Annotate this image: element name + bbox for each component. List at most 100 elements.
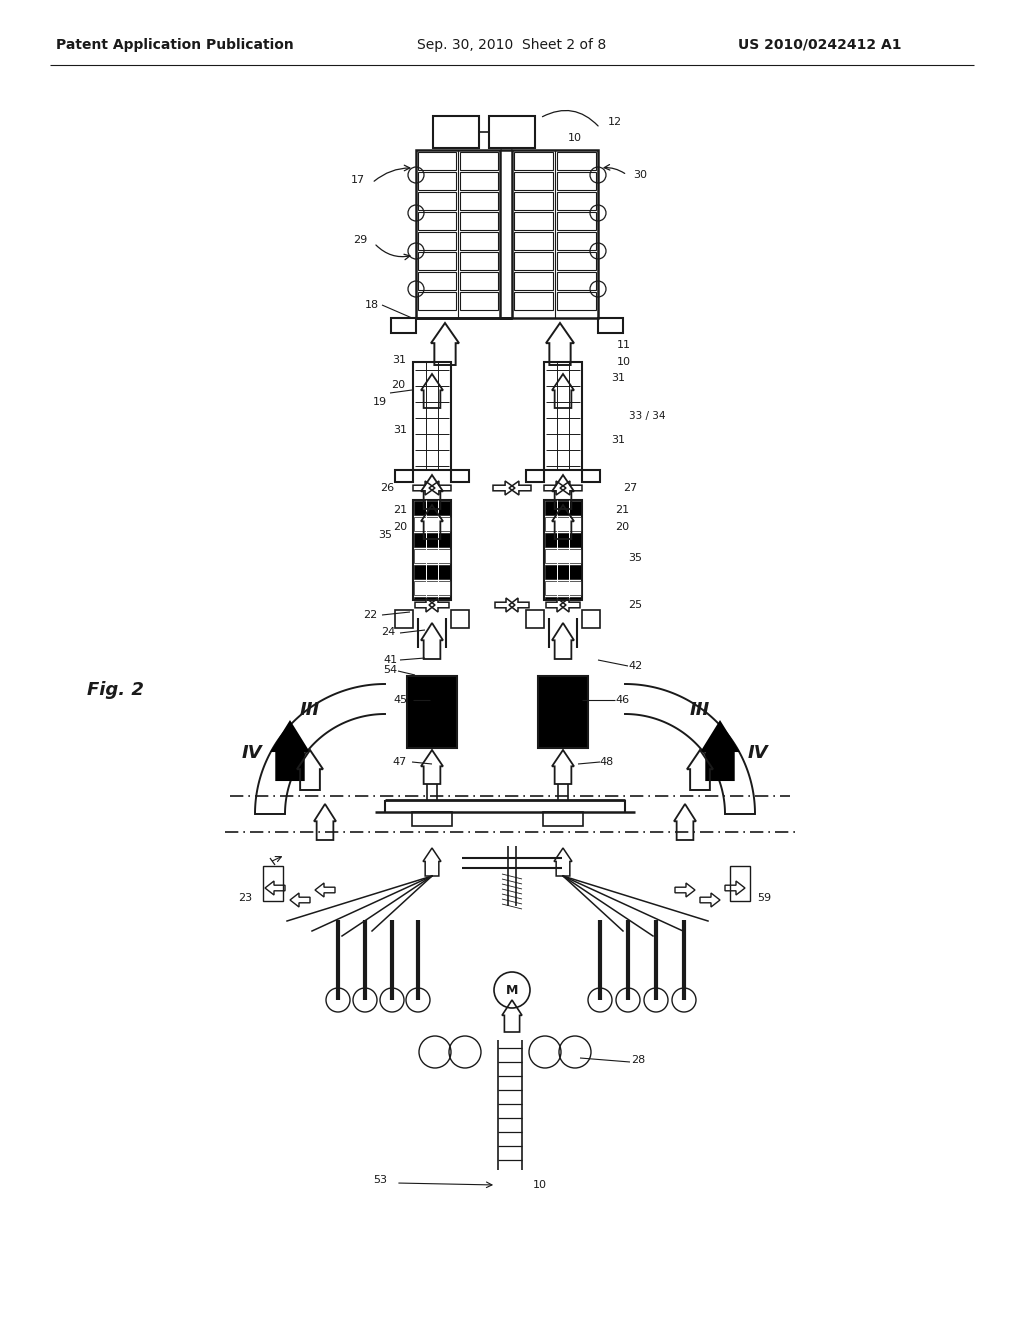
Bar [418, 172, 456, 190]
Text: 35: 35 [628, 553, 642, 564]
Text: 35: 35 [378, 531, 392, 540]
Text: Patent Application Publication: Patent Application Publication [56, 38, 294, 51]
Text: 11: 11 [617, 341, 631, 350]
Text: 26: 26 [380, 483, 394, 492]
Text: 22: 22 [362, 610, 377, 620]
Text: 10: 10 [534, 1180, 547, 1191]
Bar [460, 272, 498, 290]
Text: 27: 27 [623, 483, 637, 492]
Bar [418, 152, 456, 170]
Bar [414, 597, 450, 599]
Bar [557, 232, 596, 249]
Bar [514, 252, 553, 271]
Text: 20: 20 [391, 380, 406, 389]
Text: 47: 47 [393, 756, 408, 767]
Bar [414, 549, 450, 564]
Text: 24: 24 [381, 627, 395, 638]
Bar [514, 191, 553, 210]
Bar [545, 517, 581, 531]
Text: 10: 10 [568, 133, 582, 143]
Text: 21: 21 [615, 506, 629, 515]
Bar [460, 152, 498, 170]
Bar [460, 213, 498, 230]
Text: 19: 19 [373, 397, 387, 407]
Text: 42: 42 [629, 661, 643, 671]
Bar [514, 152, 553, 170]
Bar [460, 191, 498, 210]
Bar [598, 318, 623, 333]
Bar [544, 362, 582, 470]
Bar [418, 292, 456, 310]
Text: 17: 17 [351, 176, 366, 185]
Bar [526, 470, 544, 482]
Text: 31: 31 [392, 355, 406, 366]
Bar [557, 292, 596, 310]
Bar [418, 191, 456, 210]
Bar [416, 150, 500, 318]
Bar [514, 292, 553, 310]
Bar [414, 533, 450, 546]
Text: 46: 46 [615, 696, 629, 705]
Bar [460, 232, 498, 249]
Text: 30: 30 [633, 170, 647, 180]
Bar [412, 812, 452, 826]
Text: 25: 25 [628, 601, 642, 610]
Bar [395, 470, 413, 482]
Bar [489, 116, 535, 148]
Text: 41: 41 [383, 655, 397, 665]
Bar [414, 502, 450, 515]
Bar [545, 502, 581, 515]
Text: Sep. 30, 2010  Sheet 2 of 8: Sep. 30, 2010 Sheet 2 of 8 [418, 38, 606, 51]
Bar [413, 362, 451, 470]
Text: 21: 21 [393, 506, 408, 515]
Text: 28: 28 [631, 1055, 645, 1065]
Bar [557, 272, 596, 290]
Bar [582, 610, 600, 628]
Bar [557, 191, 596, 210]
Text: III: III [300, 701, 321, 719]
Bar [414, 565, 450, 579]
Bar [460, 292, 498, 310]
Bar [512, 150, 598, 318]
Text: 45: 45 [393, 696, 408, 705]
Bar [414, 517, 450, 531]
Bar [557, 172, 596, 190]
Bar [451, 470, 469, 482]
Bar [514, 272, 553, 290]
Text: 53: 53 [373, 1175, 387, 1185]
Text: 31: 31 [611, 436, 625, 445]
Bar [460, 172, 498, 190]
Bar [407, 676, 457, 748]
Bar [545, 549, 581, 564]
Bar [526, 610, 544, 628]
Text: 31: 31 [611, 374, 625, 383]
Bar [414, 581, 450, 595]
Text: III: III [690, 701, 710, 719]
Bar [433, 116, 479, 148]
Bar [543, 812, 583, 826]
Text: 33 / 34: 33 / 34 [629, 411, 666, 421]
Bar [545, 597, 581, 599]
Bar [391, 318, 416, 333]
Bar [557, 252, 596, 271]
Bar [413, 500, 451, 601]
Bar [557, 213, 596, 230]
Text: IV: IV [748, 744, 768, 762]
Bar [263, 866, 283, 902]
Polygon shape [272, 722, 308, 780]
Text: M: M [506, 983, 518, 997]
Text: Fig. 2: Fig. 2 [87, 681, 143, 700]
Bar [514, 213, 553, 230]
Text: 20: 20 [393, 521, 408, 532]
Bar [451, 610, 469, 628]
Bar [730, 866, 750, 902]
Bar [538, 676, 588, 748]
Bar [418, 232, 456, 249]
Bar [418, 252, 456, 271]
Polygon shape [702, 722, 738, 780]
Text: 48: 48 [600, 756, 614, 767]
Text: 29: 29 [353, 235, 368, 246]
Text: US 2010/0242412 A1: US 2010/0242412 A1 [738, 38, 902, 51]
Text: 20: 20 [615, 521, 629, 532]
Bar [545, 565, 581, 579]
